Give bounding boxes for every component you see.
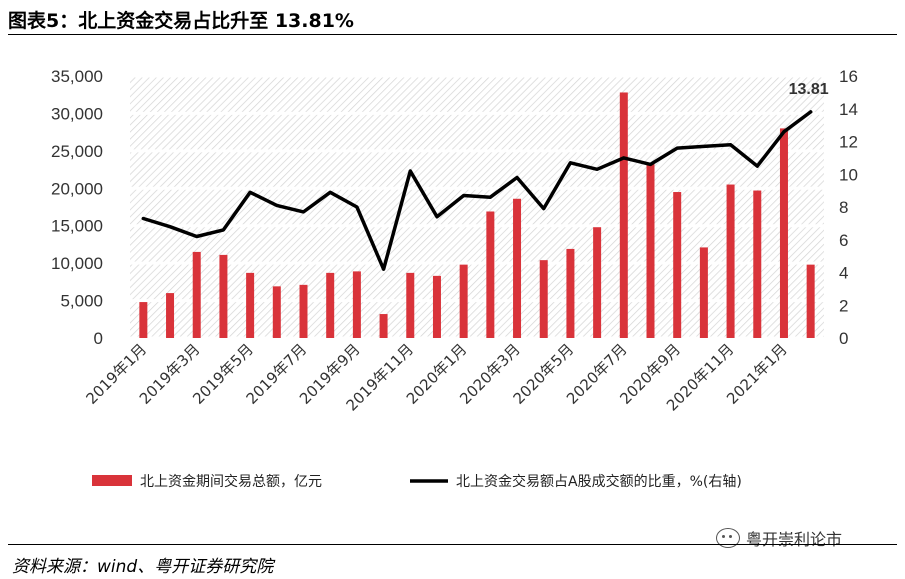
x-axis-ticks: 2019年1月2019年3月2019年5月2019年7月2019年9月2019年… xyxy=(82,340,790,414)
left-tick-label: 25,000 xyxy=(51,142,103,161)
watermark-text: 粤开崇利论市 xyxy=(746,530,843,549)
bar xyxy=(646,163,655,338)
left-tick-label: 15,000 xyxy=(51,217,103,236)
bar xyxy=(619,92,628,339)
left-tick-label: 10,000 xyxy=(51,254,103,273)
right-axis-ticks: 0 2 4 6 8 10 12 14 16 xyxy=(839,67,858,348)
bar xyxy=(432,275,441,338)
legend-bar-swatch xyxy=(92,475,132,486)
bar xyxy=(166,293,175,338)
bar xyxy=(459,264,468,338)
plot-area xyxy=(130,76,824,338)
right-tick-label: 10 xyxy=(839,165,858,184)
watermark: 粤开崇利论市 xyxy=(716,526,842,550)
right-tick-label: 2 xyxy=(839,296,848,315)
right-tick-label: 16 xyxy=(839,67,858,86)
bar xyxy=(673,192,682,338)
right-tick-label: 12 xyxy=(839,133,858,152)
legend: 北上资金期间交易总额，亿元 北上资金交易额占A股成交额的比重，%(右轴) xyxy=(92,473,742,490)
bar xyxy=(726,184,735,338)
bar xyxy=(246,272,255,338)
bar xyxy=(272,286,281,338)
left-tick-label: 0 xyxy=(94,329,103,348)
bar xyxy=(593,227,602,338)
bar xyxy=(806,264,815,338)
right-tick-label: 4 xyxy=(839,264,848,283)
bar xyxy=(566,248,575,338)
right-tick-label: 0 xyxy=(839,329,848,348)
right-tick-label: 6 xyxy=(839,231,848,250)
right-tick-label: 8 xyxy=(839,198,848,217)
bar xyxy=(379,314,388,338)
bar xyxy=(486,211,495,338)
bar-series xyxy=(139,92,815,339)
legend-bar-label: 北上资金期间交易总额，亿元 xyxy=(140,473,322,490)
title-divider xyxy=(8,34,897,35)
bar xyxy=(699,247,708,338)
bar xyxy=(219,254,228,338)
bar xyxy=(539,260,548,338)
left-tick-label: 35,000 xyxy=(51,67,103,86)
left-axis-ticks: 0 5,000 10,000 15,000 20,000 25,000 30,000 35,0… xyxy=(51,67,103,348)
bar xyxy=(352,271,361,338)
chart-title: 图表5：北上资金交易占比升至 13.81% xyxy=(8,10,354,32)
source-note: 资料来源：wind、粤开证券研究院 xyxy=(12,557,274,577)
left-tick-label: 30,000 xyxy=(51,104,103,123)
footer-divider xyxy=(8,544,897,545)
left-tick-label: 20,000 xyxy=(51,179,103,198)
bar xyxy=(406,272,415,338)
gridlines xyxy=(130,74,824,340)
bar xyxy=(192,251,201,338)
wechat-icon xyxy=(716,528,740,548)
left-tick-label: 5,000 xyxy=(60,292,103,311)
bar xyxy=(513,198,522,338)
line-series xyxy=(141,110,813,271)
bar xyxy=(779,128,788,338)
line-end-annotation: 13.81 xyxy=(789,81,829,98)
bar xyxy=(326,272,335,338)
bar xyxy=(139,302,148,338)
bar xyxy=(299,284,308,338)
bar xyxy=(753,190,762,338)
legend-line-label: 北上资金交易额占A股成交额的比重，%(右轴) xyxy=(456,473,742,490)
right-tick-label: 14 xyxy=(839,100,858,119)
